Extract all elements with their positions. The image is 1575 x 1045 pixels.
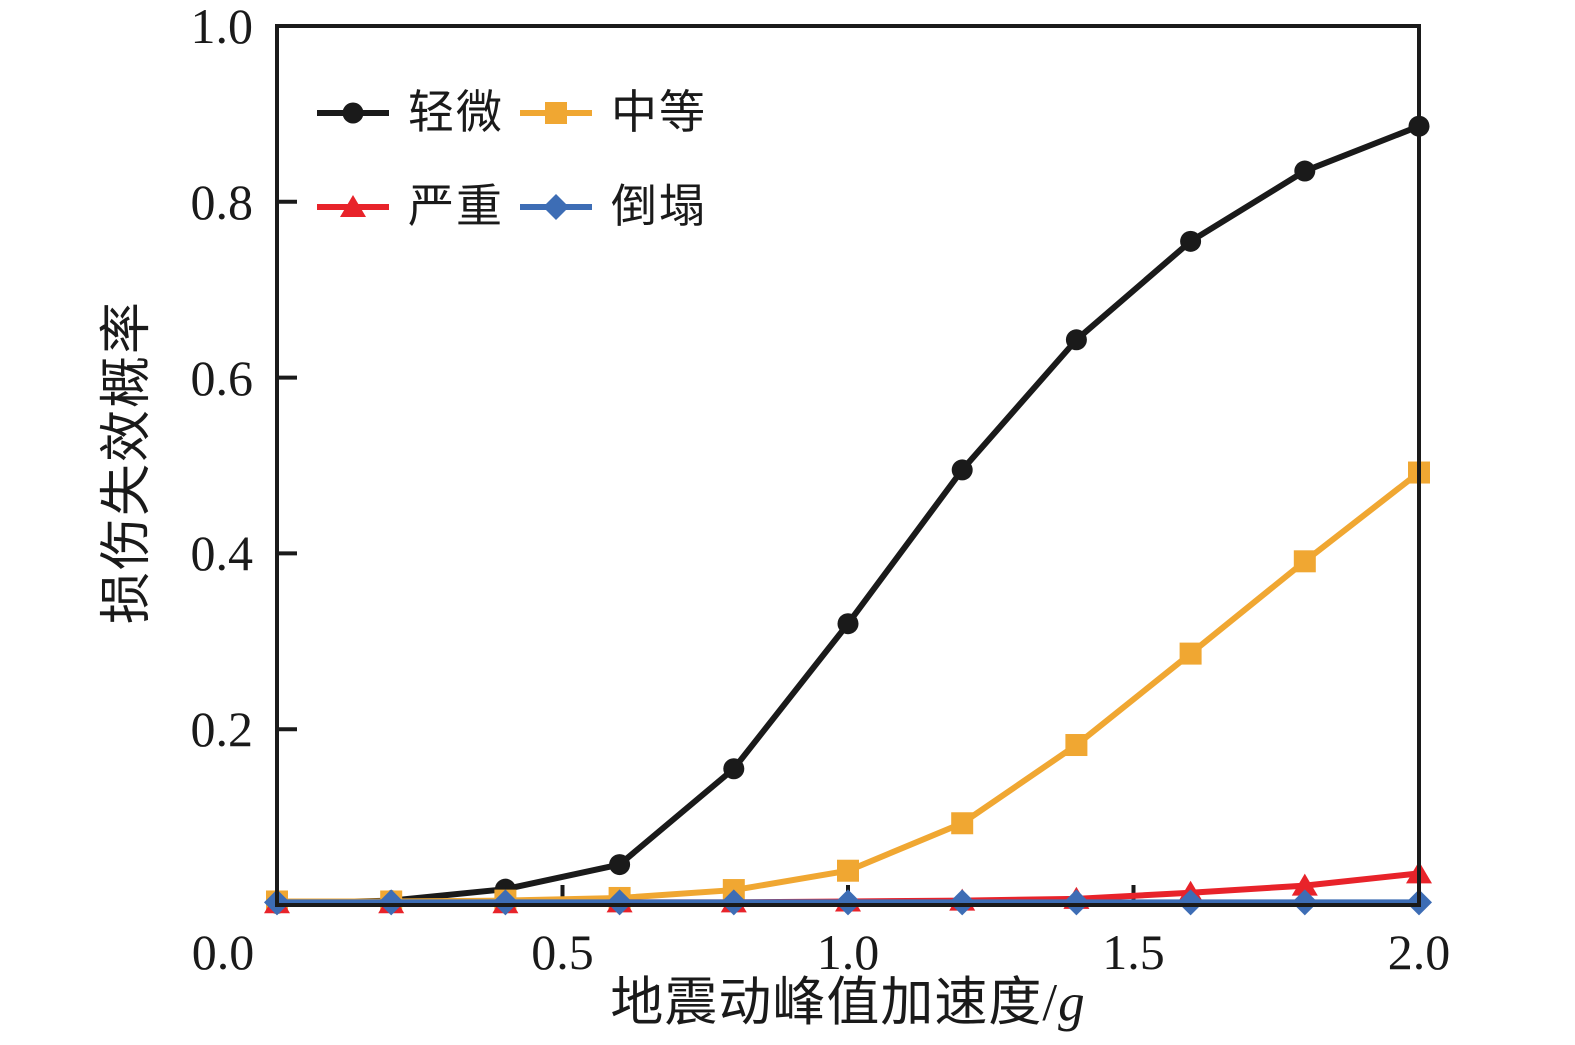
x-tick-label: 2.0 bbox=[1387, 924, 1451, 980]
series-2-marker-triangle bbox=[1291, 873, 1318, 896]
series-0-marker-circle bbox=[1180, 230, 1202, 252]
plot-area bbox=[264, 24, 1432, 916]
y-tick-label: 0.4 bbox=[190, 525, 254, 582]
legend-marker-triangle bbox=[340, 195, 366, 217]
legend-item-collapse: 倒塌 bbox=[520, 183, 707, 231]
legend-label: 中等 bbox=[611, 87, 707, 138]
y-tick-label: 0.6 bbox=[190, 349, 254, 406]
legend-swatch-triangle-icon bbox=[317, 195, 389, 217]
legend-label: 倒塌 bbox=[611, 181, 707, 232]
series-0-marker-circle bbox=[723, 758, 745, 780]
legend-item-moderate: 中等 bbox=[520, 89, 707, 137]
series-1-marker-square bbox=[951, 812, 974, 835]
y-tick-label: 0.2 bbox=[190, 701, 254, 758]
x-axis-title-unit: g bbox=[1058, 974, 1086, 1032]
series-3-marker-diamond bbox=[1177, 889, 1204, 916]
series-1-marker-square bbox=[1065, 734, 1088, 757]
series-1-marker-square bbox=[1179, 642, 1202, 665]
legend-label: 严重 bbox=[408, 181, 504, 232]
series-0-marker-circle bbox=[609, 854, 631, 876]
plot-frame bbox=[275, 24, 1421, 907]
legend-item-slight: 轻微 bbox=[317, 89, 520, 137]
x-tick-label: 1.5 bbox=[1102, 924, 1165, 980]
series-3-marker-diamond bbox=[1291, 889, 1318, 916]
series-0-marker-circle bbox=[951, 459, 973, 481]
series-1-marker-square bbox=[837, 859, 859, 882]
series-3-marker-diamond bbox=[606, 889, 633, 916]
series-3-marker-diamond bbox=[492, 889, 519, 916]
series-3-marker-diamond bbox=[1063, 889, 1090, 916]
series-1-marker-square bbox=[1293, 550, 1316, 573]
y-axis-title: 损伤失效概率 bbox=[99, 300, 156, 625]
legend-swatch-diamond-icon bbox=[520, 194, 592, 220]
x-tick-label: 0.0 bbox=[191, 924, 255, 980]
x-axis-title: 地震动峰值加速度/g bbox=[277, 972, 1419, 1034]
legend-swatch-circle-icon bbox=[317, 102, 389, 124]
series-line-0 bbox=[276, 123, 1421, 907]
legend-marker-circle bbox=[342, 102, 364, 124]
legend-swatch-square-icon bbox=[520, 102, 592, 124]
y-tick-label: 1.0 bbox=[190, 0, 254, 54]
series-0-marker-circle bbox=[837, 613, 859, 635]
series-0-marker-circle bbox=[1294, 160, 1316, 182]
series-markers-0 bbox=[266, 115, 1430, 914]
series-markers-3 bbox=[264, 889, 1432, 916]
plot-canvas bbox=[264, 24, 1432, 916]
x-tick-label: 0.5 bbox=[531, 924, 594, 980]
series-3-marker-diamond bbox=[378, 889, 405, 916]
x-axis-title-text: 地震动峰值加速度/ bbox=[610, 974, 1059, 1032]
series-line-1 bbox=[277, 470, 1421, 905]
series-0-marker-circle bbox=[1065, 329, 1087, 351]
series-3-marker-diamond bbox=[835, 889, 861, 916]
legend: 轻微 中等 严重 倒塌 bbox=[317, 89, 707, 231]
legend-item-severe: 严重 bbox=[317, 183, 520, 231]
x-tick-label: 1.0 bbox=[816, 924, 880, 980]
legend-label: 轻微 bbox=[408, 87, 504, 138]
series-markers-1 bbox=[266, 461, 1430, 913]
y-tick-label: 0.8 bbox=[190, 173, 254, 230]
series-3-marker-diamond bbox=[949, 889, 976, 916]
legend-marker-square bbox=[545, 102, 567, 124]
legend-marker-diamond bbox=[543, 194, 569, 220]
series-3-marker-diamond bbox=[720, 889, 747, 916]
